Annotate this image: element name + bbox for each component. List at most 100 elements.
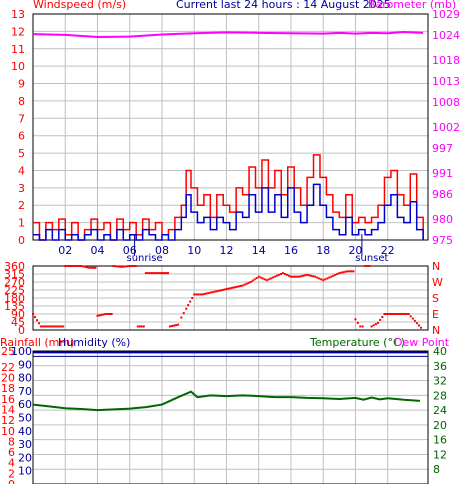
x-tick-label: 08 xyxy=(155,244,169,257)
direction-point xyxy=(205,292,208,295)
direction-point xyxy=(233,286,236,289)
y-tick-label: 3 xyxy=(18,182,25,195)
y-tick-label: 2 xyxy=(8,467,15,480)
y2-tick-label: 1018 xyxy=(432,54,460,67)
y2-tick-label: 997 xyxy=(432,142,453,155)
humidity-tick-label: 30 xyxy=(18,438,32,451)
direction-point xyxy=(259,276,262,279)
y-tick-label: 11 xyxy=(11,43,25,56)
direction-point xyxy=(209,291,212,294)
y2-tick-label: 1008 xyxy=(432,96,460,109)
direction-point xyxy=(58,325,61,328)
direction-point xyxy=(356,321,359,324)
direction-point xyxy=(156,272,159,275)
direction-point xyxy=(76,265,79,267)
x-tick-label: 06 xyxy=(123,244,137,257)
direction-point xyxy=(92,266,95,269)
direction-point xyxy=(132,265,135,267)
direction-point xyxy=(338,272,341,275)
y2-tick-label: 8 xyxy=(433,463,440,476)
humidity-tick-label: 20 xyxy=(18,451,32,464)
y-tick-label: 8 xyxy=(18,95,25,108)
direction-point xyxy=(237,285,240,288)
direction-point xyxy=(219,289,222,292)
direction-point xyxy=(98,314,101,317)
direction-point xyxy=(379,318,382,321)
direction-point xyxy=(126,265,129,268)
direction-point xyxy=(46,325,49,328)
direction-point xyxy=(90,266,93,269)
humidity-label: Humidity (%) xyxy=(58,336,130,349)
sunset-label: sunset xyxy=(355,253,388,264)
direction-point xyxy=(354,318,357,321)
direction-point xyxy=(112,265,115,267)
sunrise-label: sunrise xyxy=(127,253,163,264)
y2-tick-label: 16 xyxy=(433,434,447,447)
direction-point xyxy=(56,325,59,328)
y-tick-label: 135 xyxy=(4,300,25,313)
direction-point xyxy=(191,297,194,299)
direction-point xyxy=(271,276,274,279)
direction-point xyxy=(187,304,190,307)
direction-point xyxy=(66,265,69,267)
direction-point xyxy=(300,275,303,278)
y-tick-label: 360 xyxy=(4,260,25,273)
x-tick-label: 16 xyxy=(284,244,298,257)
y-tick-label: 16 xyxy=(1,393,15,406)
humidity-tick-label: 60 xyxy=(18,398,32,411)
direction-point xyxy=(304,274,307,277)
series-temperature xyxy=(32,390,421,412)
direction-point xyxy=(411,317,414,320)
direction-point xyxy=(54,325,57,328)
direction-point xyxy=(368,265,371,267)
y2-tick-label: 980 xyxy=(432,213,453,226)
direction-point xyxy=(142,325,145,328)
direction-point xyxy=(296,275,299,278)
x-tick-label: 20 xyxy=(348,244,362,257)
direction-point xyxy=(285,273,288,276)
direction-point xyxy=(94,266,97,269)
direction-point xyxy=(336,273,339,275)
direction-point xyxy=(308,274,311,277)
direction-point xyxy=(235,285,238,288)
direction-point xyxy=(370,325,373,328)
x-tick-label: 22 xyxy=(381,244,395,257)
direction-point xyxy=(415,322,418,325)
direction-point xyxy=(68,265,71,267)
y-tick-label: 6 xyxy=(18,130,25,143)
direction-point xyxy=(318,277,321,280)
y-tick-label: 225 xyxy=(4,284,25,297)
direction-point xyxy=(138,325,141,328)
y2-tick-label: 28 xyxy=(433,389,447,402)
direction-point xyxy=(227,287,230,290)
direction-point xyxy=(283,273,286,275)
direction-point xyxy=(72,265,75,267)
direction-point xyxy=(185,307,188,310)
direction-point xyxy=(245,282,248,285)
direction-point xyxy=(32,313,34,315)
direction-point xyxy=(122,265,125,268)
direction-point xyxy=(201,293,204,296)
direction-point xyxy=(64,265,67,267)
direction-point xyxy=(207,292,210,295)
y-tick-label: 12 xyxy=(11,25,25,38)
x-tick-label: 10 xyxy=(187,244,201,257)
y2-tick-label: 1013 xyxy=(432,75,460,88)
dewpoint-label: Dew Point xyxy=(394,336,450,349)
direction-point xyxy=(287,274,290,277)
direction-point xyxy=(134,265,137,267)
direction-point xyxy=(257,275,260,278)
direction-point xyxy=(316,276,319,279)
panel2-frame xyxy=(32,265,429,331)
direction-point xyxy=(197,293,200,296)
y2-tick-label: 20 xyxy=(433,419,447,432)
direction-point xyxy=(229,287,232,290)
direction-point xyxy=(401,313,404,315)
direction-point xyxy=(277,273,280,276)
direction-point xyxy=(169,325,172,328)
y2-tick-label: N xyxy=(432,324,440,337)
direction-point xyxy=(116,265,119,268)
y-tick-label: 12 xyxy=(1,414,15,427)
direction-point xyxy=(124,265,127,268)
x-tick-label: 04 xyxy=(90,244,104,257)
